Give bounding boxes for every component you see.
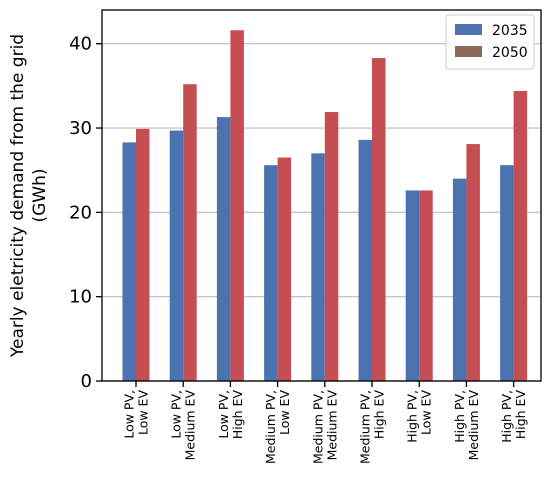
x-tick-label-8-line-1: High EV: [513, 390, 528, 440]
bar-2035-4: [311, 153, 325, 381]
bar-2050-3: [277, 157, 292, 381]
x-tick-label-4-line-0: Medium PV,: [310, 390, 325, 464]
x-tick-label-4-line-1: Medium EV: [324, 390, 339, 461]
x-tick-label-5-line-0: Medium PV,: [358, 390, 373, 464]
x-ticks: Low PV, Low EV Low PV, Medium EV Low PV, High…: [121, 381, 528, 464]
y-axis-label: Yearly eletricity demand from the grid (G…: [8, 34, 50, 358]
y-tick-label-40: 40: [69, 34, 92, 55]
bar-2035-3: [264, 165, 278, 381]
bar-2050-7: [466, 144, 480, 381]
bar-2035-5: [358, 139, 373, 381]
x-tick-label-2: Low PV, High EV: [216, 390, 245, 440]
x-tick-label-7: High PV, Medium EV: [452, 390, 481, 461]
plot-frame: [101, 9, 542, 382]
x-tick-label-4: Medium PV, Medium EV: [310, 390, 339, 464]
x-tick-label-2-line-1: High EV: [230, 390, 245, 440]
x-tick-label-6: High PV, Low EV: [405, 390, 434, 443]
bar-2035-8: [500, 165, 514, 381]
x-tick-label-8: High PV, High EV: [499, 390, 528, 443]
bar-2050-6: [419, 190, 433, 381]
bar-2050-0: [135, 128, 150, 381]
legend-swatch-2035: [455, 24, 482, 35]
bar-2050-4: [324, 112, 339, 382]
legend-swatch-2050: [455, 46, 482, 57]
x-tick-label-2-line-0: Low PV,: [216, 390, 231, 439]
x-tick-label-3-line-0: Medium PV,: [263, 390, 278, 464]
bar-2035-2: [216, 117, 231, 381]
x-tick-label-7-line-1: Medium EV: [466, 390, 481, 461]
bar-2035-7: [452, 178, 467, 381]
x-tick-label-6-line-0: High PV,: [405, 390, 420, 443]
x-tick-label-8-line-0: High PV,: [499, 390, 514, 443]
x-tick-label-0: Low PV, Low EV: [121, 390, 150, 439]
y-tick-label-20: 20: [69, 202, 92, 223]
x-tick-label-0-line-1: Low EV: [135, 390, 150, 435]
x-tick-label-6-line-1: Low EV: [419, 390, 434, 435]
y-tick-label-30: 30: [69, 118, 92, 139]
y-axis-label-line-0: Yearly eletricity demand from the grid: [8, 34, 28, 358]
x-tick-label-5: Medium PV, High EV: [358, 390, 387, 464]
bar-2035-6: [405, 190, 420, 381]
x-tick-label-1-line-0: Low PV,: [169, 390, 184, 439]
x-tick-label-1-line-1: Medium EV: [183, 390, 198, 461]
legend-label-2050: 2050: [492, 45, 528, 61]
y-tick-label-10: 10: [69, 287, 92, 308]
x-tick-label-3-line-1: Low EV: [277, 390, 292, 435]
x-tick-label-5-line-1: High EV: [372, 390, 387, 440]
y-tick-label-0: 0: [81, 371, 92, 392]
bar-2050-1: [183, 84, 197, 381]
bar-2035-0: [122, 142, 136, 381]
bar-2050-5: [372, 58, 386, 381]
bars: [122, 30, 528, 382]
y-ticks: 0 10 20 30 40: [69, 34, 102, 392]
legend-label-2035: 2035: [492, 23, 528, 39]
bar-2050-2: [230, 30, 244, 382]
x-tick-label-0-line-0: Low PV,: [121, 390, 136, 439]
x-tick-label-3: Medium PV, Low EV: [263, 390, 292, 464]
bar-2050-8: [513, 90, 528, 381]
x-tick-label-1: Low PV, Medium EV: [169, 390, 198, 461]
y-axis-label-line-1: (GWh): [30, 168, 50, 222]
x-tick-label-7-line-0: High PV,: [452, 390, 467, 443]
legend: 2035 2050: [445, 14, 535, 70]
bar-2035-1: [169, 130, 184, 381]
axes: [101, 9, 542, 382]
